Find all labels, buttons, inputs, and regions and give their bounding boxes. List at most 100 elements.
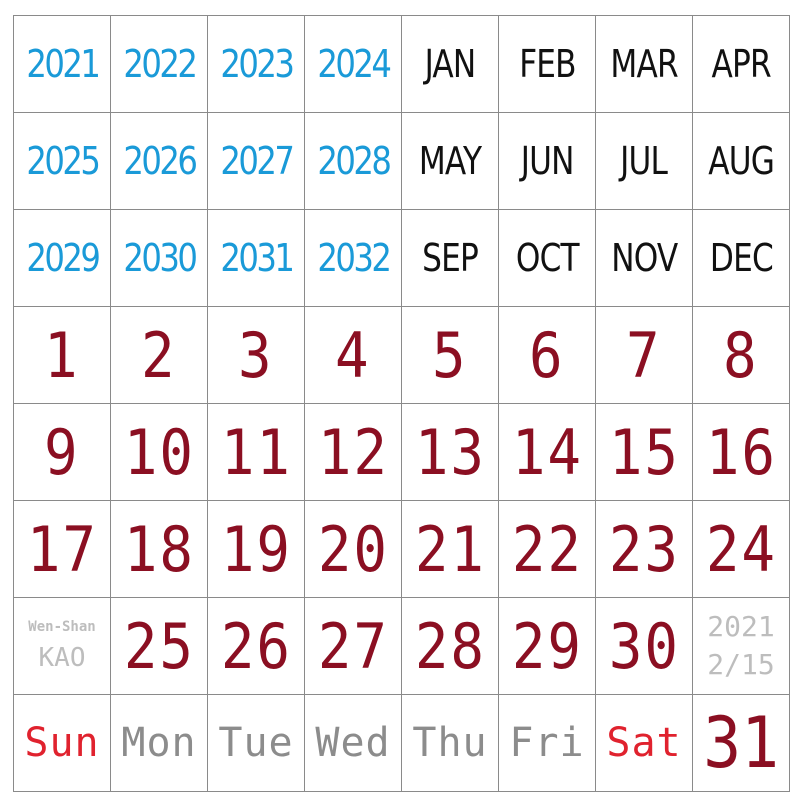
day-cell-26[interactable]: 26 (208, 598, 305, 695)
weekday-label: Tue (218, 720, 294, 766)
day-label: 28 (414, 609, 486, 683)
day-cell-30[interactable]: 30 (596, 598, 693, 695)
day-cell-22[interactable]: 22 (499, 501, 596, 598)
year-cell-2025[interactable]: 2025 (14, 113, 111, 210)
day-cell-18[interactable]: 18 (111, 501, 208, 598)
year-cell-2028[interactable]: 2028 (305, 113, 402, 210)
year-label: 2021 (25, 42, 101, 86)
day-cell-21[interactable]: 21 (402, 501, 499, 598)
weekday-cell-sun[interactable]: Sun (14, 695, 111, 792)
day-cell-27[interactable]: 27 (305, 598, 402, 695)
day-label: 3 (238, 318, 274, 392)
day-cell-14[interactable]: 14 (499, 404, 596, 501)
day-cell-7[interactable]: 7 (596, 307, 693, 404)
year-label: 2024 (316, 42, 392, 86)
day-cell-19[interactable]: 19 (208, 501, 305, 598)
day-label: 18 (123, 512, 195, 586)
weekday-cell-tue[interactable]: Tue (208, 695, 305, 792)
day-cell-4[interactable]: 4 (305, 307, 402, 404)
day-label: 19 (220, 512, 292, 586)
day-cell-13[interactable]: 13 (402, 404, 499, 501)
month-label: SEP (422, 236, 479, 280)
month-label: MAY (418, 139, 482, 183)
month-label: OCT (515, 236, 580, 280)
day-cell-25[interactable]: 25 (111, 598, 208, 695)
year-cell-2023[interactable]: 2023 (208, 16, 305, 113)
year-cell-2027[interactable]: 2027 (208, 113, 305, 210)
year-cell-2021[interactable]: 2021 (14, 16, 111, 113)
credit-cell: Wen-Shan KAO (14, 598, 111, 695)
day-cell-5[interactable]: 5 (402, 307, 499, 404)
weekday-cell-sat[interactable]: Sat (596, 695, 693, 792)
month-cell-sep[interactable]: SEP (402, 210, 499, 307)
month-label: NOV (610, 236, 678, 280)
day-cell-10[interactable]: 10 (111, 404, 208, 501)
day-cell-20[interactable]: 20 (305, 501, 402, 598)
month-cell-jan[interactable]: JAN (402, 16, 499, 113)
day-cell-15[interactable]: 15 (596, 404, 693, 501)
month-cell-nov[interactable]: NOV (596, 210, 693, 307)
year-cell-2022[interactable]: 2022 (111, 16, 208, 113)
year-label: 2031 (219, 236, 295, 280)
day-label: 23 (608, 512, 680, 586)
day-cell-1[interactable]: 1 (14, 307, 111, 404)
day-cell-3[interactable]: 3 (208, 307, 305, 404)
day-cell-6[interactable]: 6 (499, 307, 596, 404)
weekday-label: Wed (315, 720, 391, 766)
day-label: 20 (317, 512, 389, 586)
year-label: 2028 (316, 139, 392, 183)
day-label: 9 (44, 415, 80, 489)
day-label: 14 (511, 415, 583, 489)
day-cell-29[interactable]: 29 (499, 598, 596, 695)
month-label: AUG (708, 139, 775, 183)
weekday-label: Sun (24, 720, 100, 766)
day-label: 7 (626, 318, 662, 392)
day-cell-8[interactable]: 8 (693, 307, 790, 404)
day-cell-17[interactable]: 17 (14, 501, 111, 598)
day-label: 4 (335, 318, 371, 392)
year-cell-2030[interactable]: 2030 (111, 210, 208, 307)
day-label: 2 (141, 318, 177, 392)
day-cell-9[interactable]: 9 (14, 404, 111, 501)
day-cell-2[interactable]: 2 (111, 307, 208, 404)
year-cell-2024[interactable]: 2024 (305, 16, 402, 113)
day-label: 11 (220, 415, 292, 489)
weekday-cell-mon[interactable]: Mon (111, 695, 208, 792)
day-cell-28[interactable]: 28 (402, 598, 499, 695)
year-label: 2030 (122, 236, 198, 280)
day-cell-23[interactable]: 23 (596, 501, 693, 598)
month-label: JAN (424, 42, 477, 86)
month-cell-apr[interactable]: APR (693, 16, 790, 113)
month-cell-jul[interactable]: JUL (596, 113, 693, 210)
month-cell-aug[interactable]: AUG (693, 113, 790, 210)
calendar-grid: 2021 2022 2023 2024 JAN FEB MAR APR 2025… (13, 15, 790, 792)
day-label: 27 (317, 609, 389, 683)
month-cell-oct[interactable]: OCT (499, 210, 596, 307)
credit-author-first: Wen-Shan (28, 619, 96, 635)
weekday-label: Thu (412, 720, 488, 766)
month-cell-jun[interactable]: JUN (499, 113, 596, 210)
day-cell-31[interactable]: 31 (693, 695, 790, 792)
year-cell-2032[interactable]: 2032 (305, 210, 402, 307)
day-label: 10 (123, 415, 195, 489)
day-label: 29 (511, 609, 583, 683)
day-cell-12[interactable]: 12 (305, 404, 402, 501)
month-cell-mar[interactable]: MAR (596, 16, 693, 113)
month-cell-may[interactable]: MAY (402, 113, 499, 210)
day-cell-24[interactable]: 24 (693, 501, 790, 598)
year-label: 2022 (122, 42, 198, 86)
weekday-cell-fri[interactable]: Fri (499, 695, 596, 792)
day-label: 25 (123, 609, 195, 683)
weekday-cell-wed[interactable]: Wed (305, 695, 402, 792)
weekday-cell-thu[interactable]: Thu (402, 695, 499, 792)
year-label: 2026 (122, 139, 198, 183)
year-cell-2029[interactable]: 2029 (14, 210, 111, 307)
month-cell-feb[interactable]: FEB (499, 16, 596, 113)
month-cell-dec[interactable]: DEC (693, 210, 790, 307)
month-label: MAR (610, 42, 678, 86)
day-cell-11[interactable]: 11 (208, 404, 305, 501)
year-cell-2031[interactable]: 2031 (208, 210, 305, 307)
day-cell-16[interactable]: 16 (693, 404, 790, 501)
day-label: 26 (220, 609, 292, 683)
year-cell-2026[interactable]: 2026 (111, 113, 208, 210)
